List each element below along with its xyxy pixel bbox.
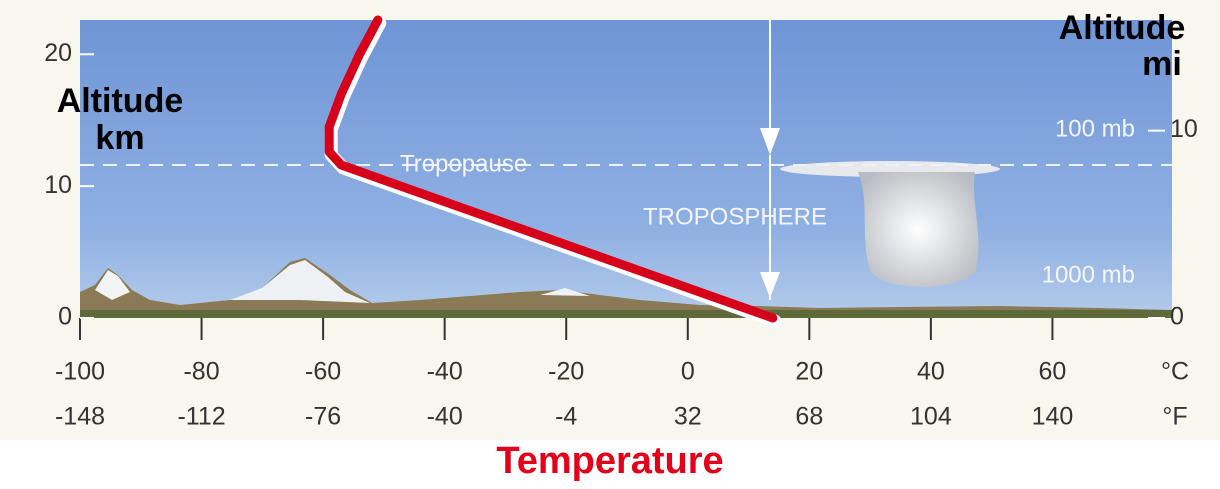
y-tick-label: 20	[44, 39, 72, 67]
y-label-unit: km	[95, 119, 144, 157]
x2-tick-label: -76	[305, 403, 341, 431]
chart: Altitude km Altitude mi Temperature °C °…	[0, 0, 1220, 489]
y2-tick-label: 0	[1170, 303, 1184, 331]
y-tick-label: 10	[44, 171, 72, 199]
x-unit: °C	[1161, 358, 1189, 386]
x-tick-label: 0	[681, 358, 695, 386]
x-tick-label: 40	[917, 358, 945, 386]
x2-tick-label: -148	[55, 403, 105, 431]
x2-tick-label: -112	[177, 403, 225, 431]
x2-tick-label: -4	[555, 403, 577, 431]
x2-tick-label: 32	[674, 403, 702, 431]
x-tick-label: -100	[55, 358, 105, 386]
annotation: 100 mb	[1055, 115, 1135, 142]
x-tick-label: 60	[1039, 358, 1067, 386]
x2-tick-label: -40	[427, 403, 463, 431]
annotation: 1000 mb	[1042, 261, 1135, 288]
y-label: Altitude	[57, 82, 184, 120]
y2-tick-label: 10	[1170, 115, 1198, 143]
annotation: Tropopause	[400, 150, 527, 177]
x2-unit: °F	[1162, 403, 1187, 431]
x-label: Temperature	[496, 440, 723, 482]
y2-label: Altitude	[1059, 9, 1186, 47]
x-tick-label: -60	[305, 358, 341, 386]
x-tick-label: -80	[183, 358, 219, 386]
x-tick-label: -20	[548, 358, 584, 386]
x2-tick-label: 68	[795, 403, 823, 431]
x2-tick-label: 104	[910, 403, 952, 431]
x-tick-label: -40	[427, 358, 463, 386]
y-tick-label: 0	[58, 303, 72, 331]
x2-tick-label: 140	[1032, 403, 1074, 431]
annotation: TROPOSPHERE	[643, 203, 827, 230]
x-tick-label: 20	[795, 358, 823, 386]
y2-label-unit: mi	[1142, 45, 1182, 83]
